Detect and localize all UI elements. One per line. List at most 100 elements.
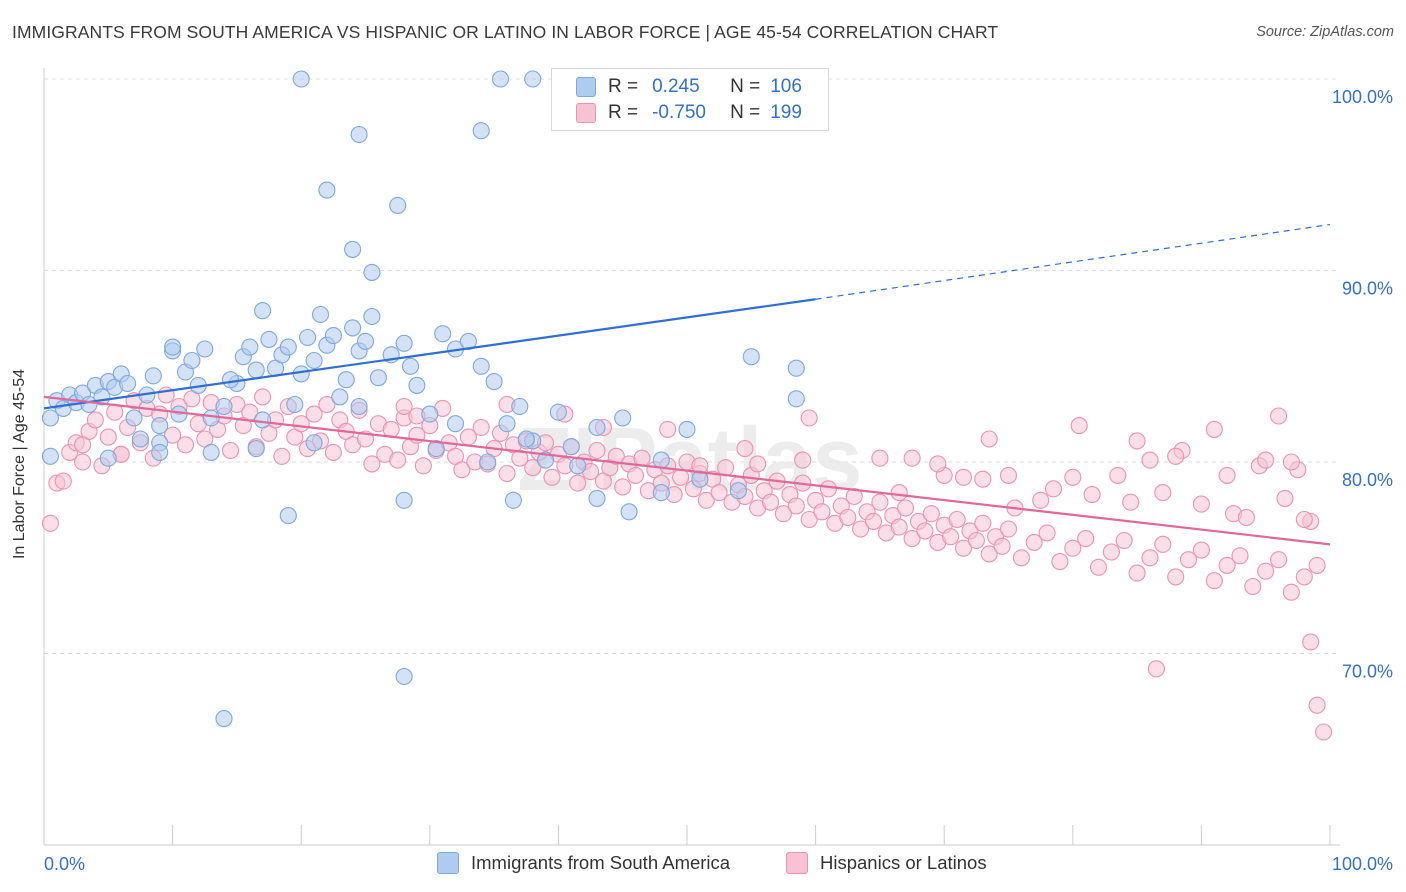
point-hispanics xyxy=(176,436,195,454)
point-hispanics xyxy=(254,388,272,406)
point-immigrants xyxy=(286,395,304,414)
point-hispanics xyxy=(1038,524,1056,542)
point-hispanics xyxy=(864,512,883,530)
point-hispanics xyxy=(1218,466,1236,484)
point-immigrants xyxy=(131,430,149,448)
point-immigrants xyxy=(164,338,182,356)
point-hispanics xyxy=(903,449,921,467)
point-immigrants xyxy=(241,338,259,356)
point-hispanics xyxy=(1167,568,1185,586)
point-hispanics xyxy=(1064,539,1082,557)
point-immigrants xyxy=(562,438,580,456)
point-immigrants xyxy=(356,332,375,350)
point-immigrants xyxy=(279,338,297,356)
point-immigrants xyxy=(614,409,632,427)
point-immigrants xyxy=(536,451,555,469)
point-hispanics xyxy=(1270,407,1288,425)
point-hispanics xyxy=(710,484,728,502)
point-hispanics xyxy=(1070,417,1088,435)
point-hispanics xyxy=(999,466,1018,484)
legend-r-label: R = xyxy=(608,76,639,97)
point-hispanics xyxy=(1077,530,1095,548)
point-hispanics xyxy=(1282,583,1300,601)
point-immigrants xyxy=(215,710,233,728)
point-immigrants xyxy=(588,489,606,507)
legend-label-hispanics: Hispanics or Latinos xyxy=(820,852,987,873)
legend-swatch-pink xyxy=(786,852,808,874)
point-immigrants xyxy=(41,447,59,465)
point-hispanics xyxy=(1270,551,1288,569)
point-hispanics xyxy=(999,520,1018,538)
point-immigrants xyxy=(504,491,522,509)
point-immigrants xyxy=(260,330,278,348)
point-hispanics xyxy=(614,478,632,496)
point-immigrants xyxy=(620,503,638,521)
point-immigrants xyxy=(517,430,535,448)
point-immigrants xyxy=(588,418,606,437)
point-hispanics xyxy=(800,510,818,529)
point-hispanics xyxy=(588,441,606,460)
point-hispanics xyxy=(41,514,59,532)
point-hispanics xyxy=(1295,510,1313,529)
point-immigrants xyxy=(299,328,317,347)
point-hispanics xyxy=(543,468,561,486)
point-hispanics xyxy=(1128,564,1146,582)
point-hispanics xyxy=(871,449,889,467)
legend-n-value: 199 xyxy=(770,102,802,123)
point-immigrants xyxy=(569,457,587,475)
point-hispanics xyxy=(813,503,831,521)
point-immigrants xyxy=(389,196,407,214)
point-hispanics xyxy=(1051,553,1069,571)
point-hispanics xyxy=(749,455,767,473)
point-hispanics xyxy=(511,449,529,467)
point-immigrants xyxy=(305,434,323,452)
point-immigrants xyxy=(254,411,272,429)
point-hispanics xyxy=(980,430,998,448)
trend-line-immigrants-projection xyxy=(815,223,1331,300)
point-hispanics xyxy=(1012,549,1030,567)
point-hispanics xyxy=(697,491,715,509)
point-immigrants xyxy=(524,70,542,88)
point-immigrants xyxy=(305,351,323,370)
point-hispanics xyxy=(627,466,645,484)
point-hispanics xyxy=(736,440,754,458)
point-immigrants xyxy=(369,369,387,387)
point-immigrants xyxy=(337,371,355,389)
point-immigrants xyxy=(363,263,381,281)
point-hispanics xyxy=(221,441,240,460)
point-immigrants xyxy=(434,325,452,343)
point-immigrants xyxy=(344,319,362,337)
point-immigrants xyxy=(652,484,670,502)
point-immigrants xyxy=(196,340,214,358)
point-hispanics xyxy=(819,480,838,498)
x-tick-label: 0.0% xyxy=(44,854,85,874)
point-hispanics xyxy=(74,453,92,471)
point-immigrants xyxy=(742,348,760,366)
point-hispanics xyxy=(414,457,432,475)
point-hispanics xyxy=(86,411,104,429)
point-immigrants xyxy=(729,482,747,500)
point-hispanics xyxy=(929,455,947,473)
y-tick-label: 100.0% xyxy=(1332,87,1393,107)
point-immigrants xyxy=(395,667,413,686)
point-hispanics xyxy=(1044,480,1063,498)
point-hispanics xyxy=(1205,420,1223,438)
point-hispanics xyxy=(993,537,1011,555)
legend-n-label: N = xyxy=(730,102,761,123)
legend-item-immigrants: Immigrants from South America xyxy=(437,852,730,874)
point-immigrants xyxy=(183,351,201,370)
point-immigrants xyxy=(279,507,297,525)
point-hispanics xyxy=(890,518,908,536)
point-immigrants xyxy=(678,420,696,438)
point-immigrants xyxy=(511,397,529,416)
point-immigrants xyxy=(221,371,240,389)
point-immigrants xyxy=(292,70,310,88)
point-immigrants xyxy=(395,491,413,509)
point-immigrants xyxy=(125,409,143,427)
point-hispanics xyxy=(1025,533,1043,551)
point-immigrants xyxy=(247,361,265,379)
point-immigrants xyxy=(787,359,805,377)
point-hispanics xyxy=(1102,543,1120,561)
legend-r-value: 0.245 xyxy=(652,76,700,97)
point-hispanics xyxy=(389,451,407,469)
